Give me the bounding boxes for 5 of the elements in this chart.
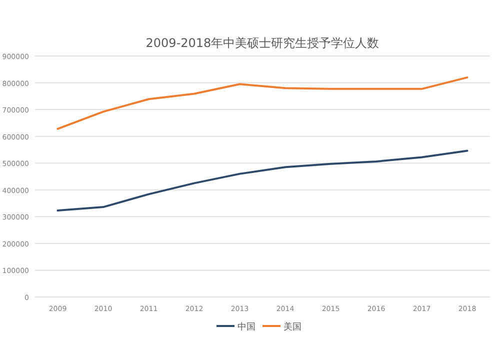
legend-label: 中国	[238, 322, 256, 332]
line-series	[56, 150, 468, 212]
legend-label: 美国	[284, 322, 302, 332]
line-series	[56, 76, 468, 130]
chart-title: 2009-2018年中美硕士研究生授予学位人数	[146, 36, 380, 50]
